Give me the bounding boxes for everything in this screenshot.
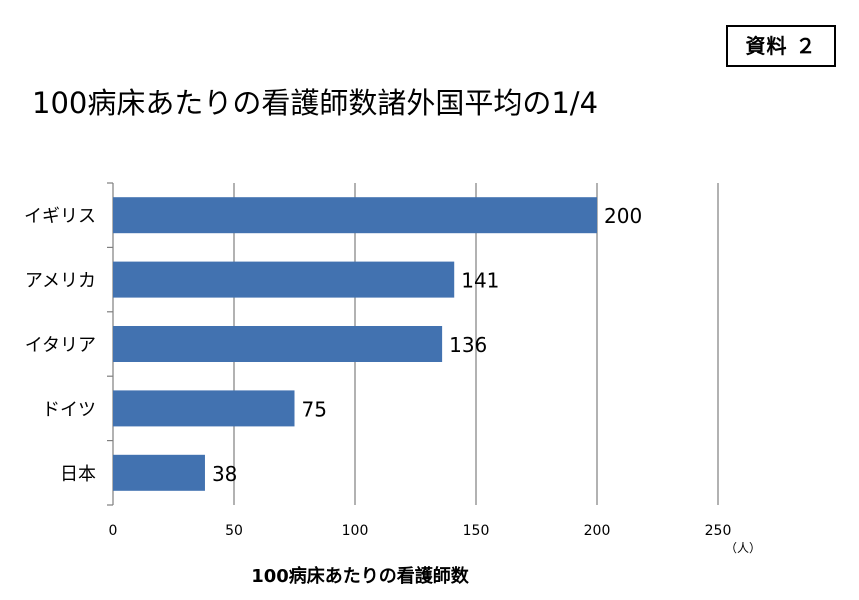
x-tick-label: 150	[463, 523, 490, 539]
document-badge: 資料 ２	[726, 25, 836, 67]
x-tick-labels: 0 50 100 150 200 250	[109, 523, 732, 539]
data-label: 136	[449, 333, 487, 357]
data-label: 38	[212, 462, 237, 486]
x-tick-label: 50	[225, 523, 243, 539]
data-label: 141	[461, 269, 499, 293]
bar	[113, 261, 455, 298]
chart-title: 100病床あたりの看護師数諸外国平均の1/4	[32, 86, 599, 120]
data-label: 200	[604, 204, 642, 228]
bar	[113, 326, 443, 362]
x-tick-label: 100	[342, 523, 369, 539]
data-label: 75	[302, 397, 327, 421]
x-tick-label: 0	[109, 523, 118, 539]
value-labels: 200 141 136 75 38	[212, 204, 642, 486]
bar	[113, 197, 597, 234]
x-unit-label: （人）	[725, 541, 761, 555]
x-axis-label: 100病床あたりの看護師数	[251, 565, 470, 587]
category-label: アメリカ	[25, 271, 96, 292]
bars	[113, 197, 597, 491]
x-tick-label: 200	[584, 523, 611, 539]
x-tick-label: 250	[705, 523, 732, 539]
category-label: ドイツ	[42, 399, 96, 420]
bar	[113, 390, 295, 427]
category-label: 日本	[60, 464, 96, 485]
category-label: イタリア	[25, 335, 96, 356]
category-label: イギリス	[24, 206, 96, 227]
bar	[113, 454, 205, 491]
